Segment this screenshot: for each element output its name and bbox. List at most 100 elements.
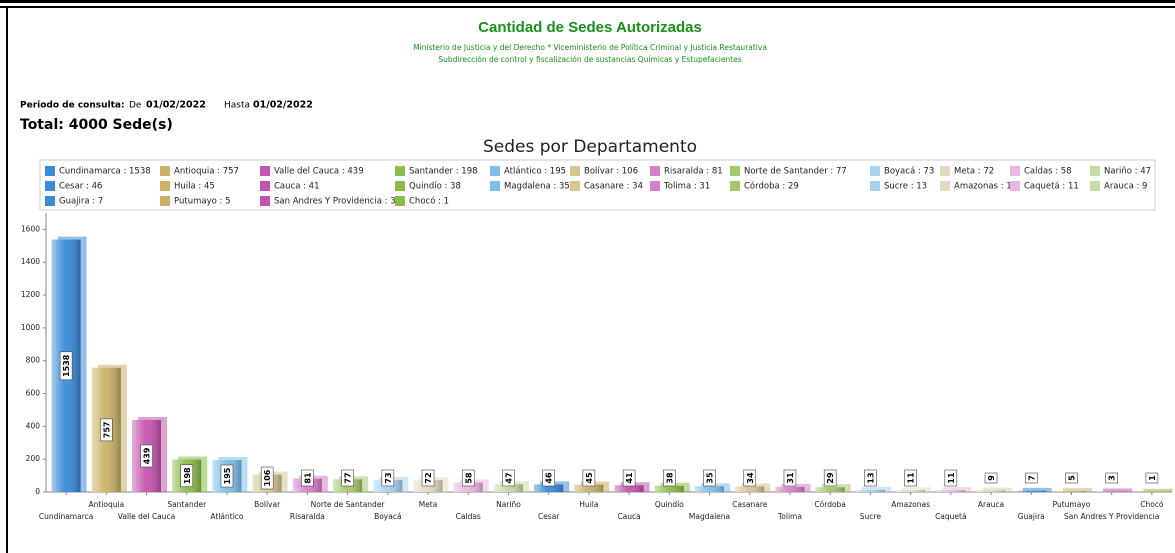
value-label: 5: [1067, 475, 1076, 481]
value-label: 41: [625, 472, 634, 484]
bar-shade: [936, 490, 966, 492]
legend-label: Caldas : 58: [1024, 167, 1072, 177]
value-label: 58: [464, 472, 473, 484]
value-label-box: [783, 469, 797, 487]
value-label-group: 11: [904, 469, 917, 487]
value-label: 757: [102, 422, 111, 439]
legend-swatch: [570, 181, 580, 191]
x-tick-label: Tolima: [777, 512, 802, 521]
value-label-group: 77: [341, 469, 354, 487]
value-label: 34: [746, 472, 755, 484]
bar-shade: [493, 484, 523, 492]
legend-label: Huila : 45: [174, 182, 215, 192]
x-tick-label: Valle del Cauca: [118, 512, 175, 521]
legend-swatch: [650, 181, 660, 191]
bar-shade: [654, 485, 684, 492]
to-label: Hasta: [224, 101, 250, 111]
value-label: 106: [263, 469, 272, 486]
value-label-box: [542, 469, 555, 487]
x-tick-label: Quindío: [655, 500, 684, 509]
legend-label: Quindío : 38: [409, 182, 461, 192]
value-label-box: [421, 469, 435, 487]
left-border: [6, 8, 8, 553]
value-label: 72: [424, 472, 433, 483]
legend-swatch: [160, 181, 170, 191]
value-label-group: 198: [180, 464, 194, 488]
x-tick-label: Norte de Santander: [311, 500, 386, 509]
report-subtitle: Subdirección de control y fiscalización …: [438, 55, 741, 64]
legend-swatch: [45, 196, 55, 206]
legend-label: Norte de Santander : 77: [744, 167, 847, 177]
legend-label: Boyacá : 73: [884, 167, 934, 177]
legend-swatch: [160, 166, 170, 176]
period-label: Periodo de consulta:: [20, 101, 125, 111]
value-label: 7: [1027, 475, 1036, 481]
value-label-group: 106: [260, 466, 274, 490]
x-tick-label: Amazonas: [891, 500, 930, 509]
value-label-box: [180, 464, 194, 488]
x-tick-label: Huila: [579, 500, 598, 509]
bar-depth: [1062, 488, 1092, 492]
value-label-box: [622, 469, 636, 487]
bar-depth: [982, 487, 1012, 492]
x-tick-label: Boyacá: [374, 512, 402, 521]
legend-swatch: [1010, 181, 1020, 191]
y-tick-label: 800: [26, 356, 41, 365]
total: Total: 4000 Sede(s): [20, 117, 173, 133]
legend-label: Cauca : 41: [274, 182, 320, 192]
y-tick-label: 1400: [21, 257, 40, 266]
value-label-box: [100, 418, 113, 442]
y-tick-label: 200: [26, 454, 41, 463]
legend-label: Putumayo : 5: [174, 197, 230, 207]
value-label-group: 72: [421, 469, 435, 487]
legend-swatch: [1090, 166, 1100, 176]
x-tick-label: Arauca: [978, 500, 1004, 509]
legend-swatch: [395, 181, 405, 191]
x-tick-label: Caldas: [456, 512, 481, 521]
legend-swatch: [730, 166, 740, 176]
y-tick-label: 600: [26, 389, 41, 398]
x-tick-label: Nariño: [496, 500, 521, 509]
value-label-group: 195: [220, 464, 234, 488]
legend-swatch: [45, 181, 55, 191]
value-label-group: 1538: [59, 351, 73, 381]
x-tick-label: Meta: [419, 500, 438, 509]
bar-shade: [815, 487, 845, 492]
legend-swatch: [1090, 181, 1100, 191]
value-label: 38: [665, 472, 674, 484]
legend-label: Casanare : 34: [584, 182, 643, 192]
value-label: 31: [786, 472, 795, 484]
value-label: 1538: [62, 354, 71, 377]
bar-shade: [976, 490, 1006, 492]
legend-swatch: [45, 166, 55, 176]
legend-swatch: [490, 166, 500, 176]
legend-label: Antioquia : 757: [174, 167, 239, 177]
value-label-group: 81: [301, 469, 314, 487]
legend-label: Nariño : 47: [1104, 167, 1151, 177]
x-tick-label: Caquetá: [935, 512, 967, 521]
x-tick-label: Magdalena: [689, 512, 730, 521]
bar-shade: [574, 484, 604, 492]
legend-label: Cesar : 46: [59, 182, 102, 192]
legend-label: Amazonas : 11: [954, 182, 1017, 192]
legend-swatch: [570, 166, 580, 176]
legend-label: Meta : 72: [954, 167, 994, 177]
top-border: [0, 0, 1175, 3]
value-label: 73: [384, 472, 393, 483]
legend-swatch: [870, 181, 880, 191]
x-tick-label: Córdoba: [814, 500, 845, 509]
value-label-group: 7: [1024, 472, 1038, 484]
bar-depth: [942, 487, 972, 492]
legend-label: Arauca : 9: [1104, 182, 1147, 192]
value-label-group: 5: [1065, 472, 1078, 484]
y-tick-label: 400: [26, 421, 41, 430]
x-tick-label: Cauca: [617, 512, 640, 521]
value-label-box: [823, 469, 837, 487]
value-label-group: 41: [622, 469, 636, 487]
value-label-group: 46: [542, 469, 555, 487]
value-label: 35: [706, 472, 715, 484]
bar-shade: [1056, 491, 1086, 492]
value-label-box: [984, 472, 998, 484]
bar-depth: [1022, 487, 1052, 492]
legend-swatch: [730, 181, 740, 191]
